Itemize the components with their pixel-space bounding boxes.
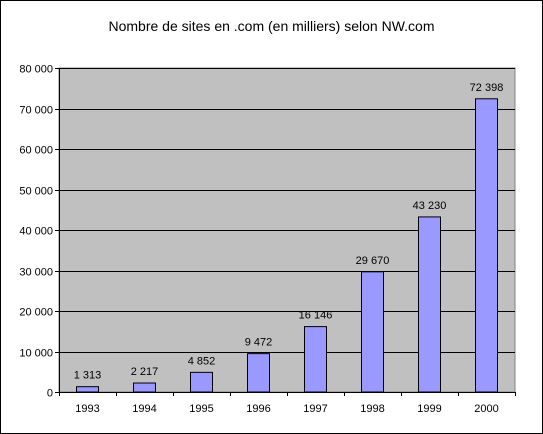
bar (76, 386, 99, 393)
chart-title: Nombre de sites en .com (en milliers) se… (108, 18, 435, 34)
bar (475, 98, 498, 393)
x-tick-label: 1998 (360, 403, 384, 415)
y-tick-label: 50 000 (19, 186, 53, 198)
bar (133, 382, 156, 393)
bar (418, 216, 441, 393)
x-tick-label: 1993 (75, 403, 99, 415)
bar (247, 353, 270, 393)
y-tick-label: 70 000 (19, 105, 53, 117)
y-tick-label: 40 000 (19, 226, 53, 238)
y-tick-label: 0 (47, 388, 53, 400)
data-label: 43 230 (413, 200, 447, 212)
data-label: 4 852 (188, 355, 216, 367)
y-tick-label: 10 000 (19, 348, 53, 360)
bar (190, 371, 213, 393)
y-tick-label: 60 000 (19, 145, 53, 157)
x-tick-label: 1994 (132, 403, 156, 415)
data-label: 72 398 (470, 82, 504, 94)
data-label: 9 472 (245, 337, 273, 349)
data-label: 2 217 (131, 366, 159, 378)
y-tick-label: 20 000 (19, 307, 53, 319)
y-tick-label: 80 000 (19, 64, 53, 76)
y-tick-label: 30 000 (19, 267, 53, 279)
x-tick-label: 1995 (189, 403, 213, 415)
x-tick-label: 1999 (417, 403, 441, 415)
data-label: 1 313 (74, 370, 102, 382)
bar (304, 326, 327, 393)
x-tick-label: 1996 (246, 403, 270, 415)
data-label: 29 670 (356, 255, 390, 267)
x-tick-label: 1997 (303, 403, 327, 415)
x-tick-label: 2000 (474, 403, 498, 415)
data-label: 16 146 (299, 310, 333, 322)
bar (361, 271, 384, 393)
